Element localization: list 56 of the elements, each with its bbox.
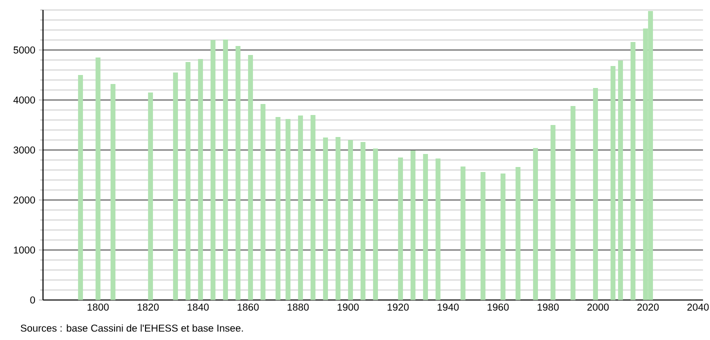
bar bbox=[173, 72, 178, 300]
bar bbox=[276, 117, 280, 300]
bar bbox=[198, 59, 203, 300]
y-tick-label: 3000 bbox=[14, 146, 36, 154]
bar bbox=[348, 140, 353, 300]
y-tick-label: 0 bbox=[30, 296, 36, 304]
x-tick-label: 1900 bbox=[338, 304, 359, 311]
bar bbox=[480, 172, 486, 300]
x-tick-label: 1860 bbox=[238, 304, 259, 311]
bar bbox=[500, 174, 506, 300]
source-note: Sources : base Cassini de l'EHESS et base Insee. bbox=[20, 324, 243, 332]
x-tick-label: 1820 bbox=[138, 304, 159, 311]
bar bbox=[593, 88, 598, 300]
x-tick-label: 2000 bbox=[587, 304, 609, 311]
bar bbox=[516, 167, 520, 300]
bar bbox=[110, 84, 116, 300]
x-tick-label: 1880 bbox=[288, 304, 309, 311]
y-tick-label: 1000 bbox=[14, 246, 36, 254]
bar bbox=[618, 60, 623, 300]
bar bbox=[630, 42, 636, 300]
y-tick-label: 4000 bbox=[13, 96, 36, 104]
x-tick-label: 1840 bbox=[188, 304, 209, 311]
bar bbox=[148, 92, 153, 300]
bar bbox=[96, 58, 100, 300]
bar bbox=[533, 148, 538, 300]
bar bbox=[360, 142, 366, 300]
bar bbox=[336, 137, 340, 300]
bar bbox=[236, 46, 240, 300]
x-tick-label: 1980 bbox=[538, 304, 559, 311]
x-tick-label: 1940 bbox=[438, 304, 459, 311]
bar bbox=[410, 150, 416, 300]
bar bbox=[260, 104, 266, 300]
bar bbox=[373, 148, 378, 300]
bar bbox=[323, 138, 328, 300]
x-tick-label: 2020 bbox=[637, 304, 659, 311]
bar bbox=[610, 66, 616, 300]
y-tick-label: 2000 bbox=[14, 196, 36, 204]
y-tick-label: 5000 bbox=[14, 46, 36, 54]
x-tick-label: 1920 bbox=[388, 304, 409, 311]
bar bbox=[286, 119, 290, 300]
bar bbox=[298, 116, 303, 300]
bar bbox=[570, 106, 576, 300]
bar bbox=[423, 154, 428, 300]
bar bbox=[310, 115, 316, 300]
x-tick-label: 1800 bbox=[88, 304, 109, 311]
x-tick-label: 2040 bbox=[687, 304, 709, 311]
bar bbox=[460, 166, 466, 300]
bar bbox=[436, 158, 440, 300]
bar bbox=[186, 62, 190, 300]
bar bbox=[398, 158, 403, 300]
bar bbox=[210, 40, 216, 300]
bar bbox=[248, 55, 253, 300]
bar bbox=[78, 75, 83, 300]
bar bbox=[223, 40, 228, 300]
x-tick-label: 1960 bbox=[488, 304, 509, 311]
bar bbox=[550, 125, 556, 300]
